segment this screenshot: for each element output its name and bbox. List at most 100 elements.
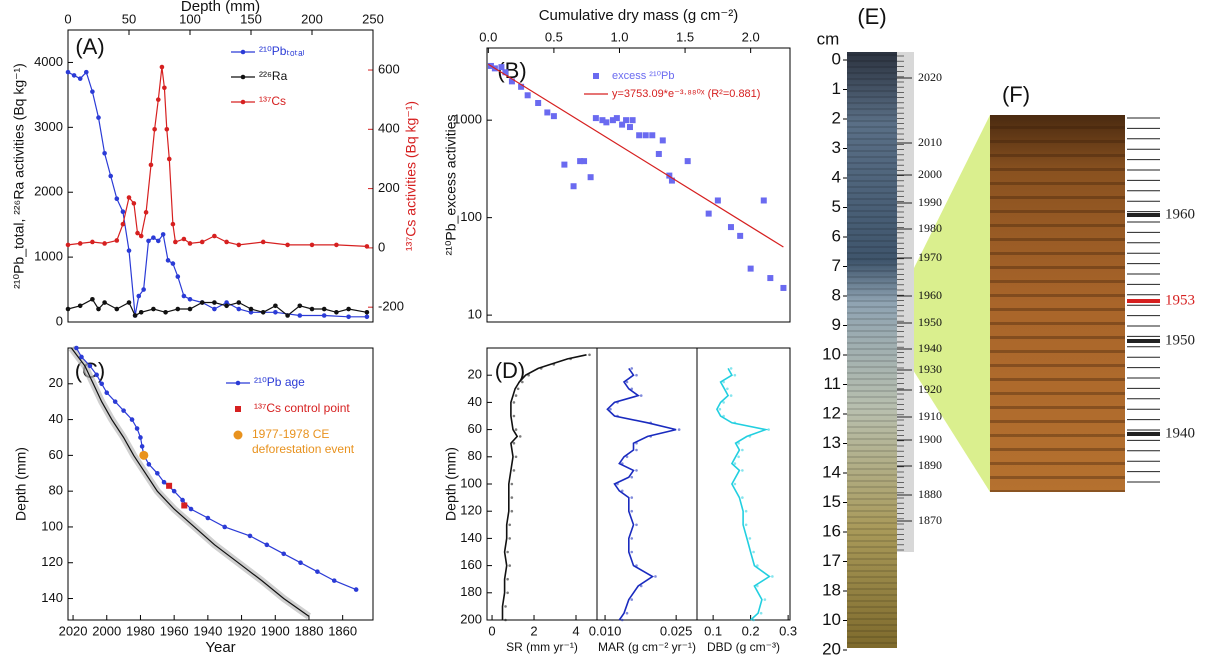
x-tick-label: 150 [240,11,262,26]
year-label: 2000 [918,167,942,181]
data-marker [609,117,616,124]
year-label: 1950 [918,315,942,329]
data-point [552,363,556,366]
data-marker [224,239,229,245]
data-point [763,598,767,601]
core-laminae-e [847,52,897,648]
y-tick-label: 40 [468,394,482,409]
data-marker [524,92,531,99]
data-point [508,564,512,567]
data-marker [132,313,138,318]
y2-tick-label: 600 [378,61,400,76]
data-marker [298,560,303,566]
data-marker [593,73,599,79]
data-point [737,441,740,445]
data-marker [212,306,217,312]
data-point [521,380,524,384]
data-point [635,564,638,567]
data-point [630,598,634,601]
data-point [737,455,740,459]
x-tick-label: 1880 [295,623,324,638]
data-marker [587,174,594,181]
data-marker [364,309,370,315]
year-label: 1900 [918,432,942,446]
data-point [729,394,733,397]
legend-label: ¹³⁷Cs control point [254,401,350,415]
data-marker [353,587,359,592]
x-tick-label: 0 [64,11,71,26]
data-point [620,618,624,622]
data-marker [77,303,83,309]
data-point [639,394,643,397]
legend-label: excess ²¹⁰Pb [612,70,674,82]
plot-frame [696,347,791,621]
zoom-connector [913,115,990,492]
data-point [630,509,634,513]
data-marker [285,242,290,248]
data-marker [155,470,160,476]
data-marker [780,284,787,291]
data-point [771,575,774,578]
data-marker [315,569,320,574]
data-marker [248,309,254,315]
data-marker [102,241,107,246]
plot-frame [67,347,374,621]
data-marker [544,109,551,116]
year-label: 1960 [918,288,942,302]
data-marker [297,303,303,309]
depth-tick-label: 17 [822,551,841,570]
data-point [620,462,624,465]
data-marker [120,209,126,214]
data-marker [666,172,673,179]
data-marker [139,450,149,460]
data-marker [121,408,126,413]
data-marker [199,239,205,245]
data-marker [260,239,266,245]
data-marker [636,132,643,139]
data-marker [165,258,171,263]
data-marker [613,115,620,122]
data-marker [126,195,132,200]
data-marker [180,497,185,503]
data-point [654,575,657,578]
data-point [588,353,591,357]
x-tick-label: 1.5 [676,29,694,44]
data-marker [235,406,241,412]
data-point [539,367,543,370]
data-point [733,373,737,377]
data-marker [212,233,217,239]
data-marker [138,233,144,239]
y-tick-label: 20 [468,367,482,382]
data-point [625,455,629,459]
data-marker [592,115,599,122]
year-scale-strip [897,52,914,552]
data-marker [309,306,315,312]
data-marker [508,78,515,85]
data-point [625,380,629,384]
data-point [616,414,619,418]
data-marker [581,158,588,165]
y-tick-label: 200 [460,611,482,626]
series-line [70,347,310,617]
data-marker [166,156,172,162]
core-laminae-f [990,115,1125,492]
y-tick-label: 180 [460,584,482,599]
data-point [625,611,629,615]
data-marker [131,201,137,206]
data-point [748,537,752,540]
data-point [510,509,514,513]
data-point [649,421,653,425]
data-marker [173,239,178,245]
data-point [616,401,619,404]
data-marker [659,137,666,144]
data-marker [264,542,270,548]
data-marker [233,430,243,440]
data-marker [714,197,721,204]
data-marker [240,74,246,80]
y-axis-title: Depth (mm) [443,447,459,521]
data-marker [364,244,370,249]
data-marker [668,177,675,184]
data-marker [77,76,83,81]
data-point [722,414,725,418]
